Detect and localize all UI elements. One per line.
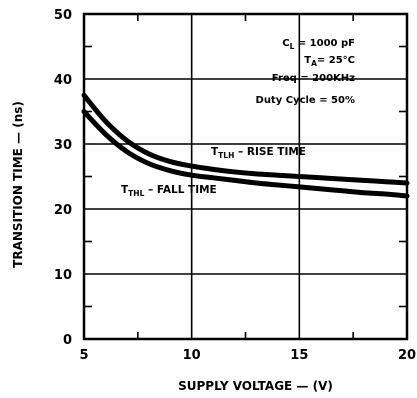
fall-time-label: TTHL – FALL TIME	[121, 184, 217, 198]
y-tick-label: 40	[54, 73, 72, 88]
x-tick-label: 5	[79, 348, 88, 363]
condition-line: CL = 1000 pF	[282, 38, 355, 51]
y-tick-label: 20	[54, 203, 72, 218]
y-tick-label: 50	[54, 8, 72, 23]
grid	[84, 14, 407, 339]
x-axis-title: SUPPLY VOLTAGE — (V)	[178, 379, 333, 393]
x-tick-label: 20	[398, 348, 416, 363]
y-tick-label: 10	[54, 268, 72, 283]
x-tick-label: 10	[183, 348, 201, 363]
test-conditions: CL = 1000 pF TA= 25°C Freq = 200KHz Duty Cy…	[256, 38, 356, 106]
x-tick-label: 15	[290, 348, 308, 363]
condition-line: TA= 25°C	[304, 55, 355, 68]
rise-time-label: TTLH – RISE TIME	[211, 146, 306, 160]
plot-frame	[82, 12, 409, 341]
fall-time-curve	[81, 109, 410, 199]
condition-line: Freq = 200KHz	[272, 73, 355, 84]
tick-labels: 5 10 15 20 0 10 20 30 40 50	[54, 8, 416, 363]
y-tick-label: 0	[63, 333, 72, 348]
condition-line: Duty Cycle = 50%	[256, 95, 355, 106]
y-tick-label: 30	[54, 138, 72, 153]
y-axis-title: TRANSITION TIME — (ns)	[11, 101, 25, 268]
rise-time-curve	[81, 92, 410, 186]
curve-labels: TTLH – RISE TIME TTHL – FALL TIME	[121, 146, 306, 198]
curves	[81, 92, 410, 199]
